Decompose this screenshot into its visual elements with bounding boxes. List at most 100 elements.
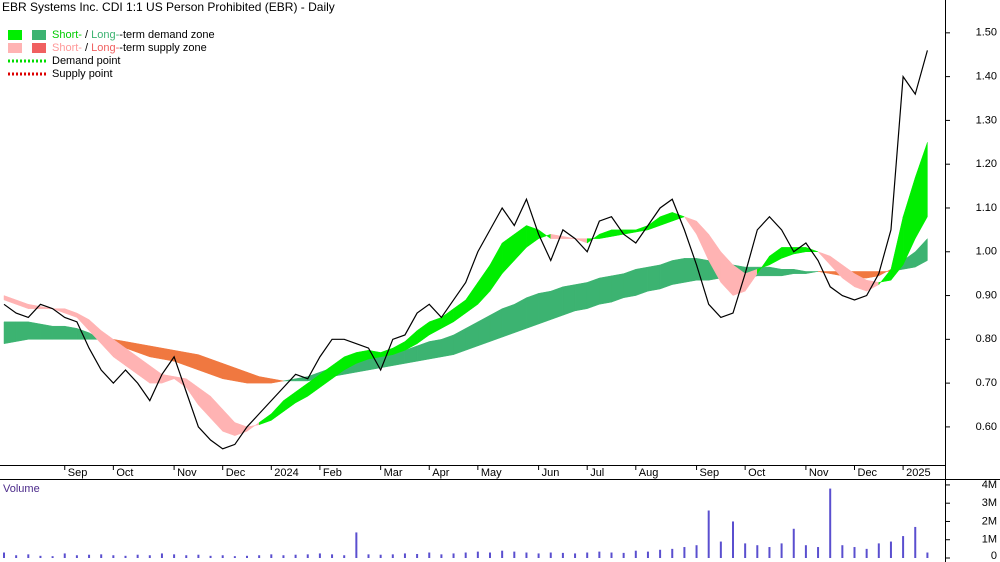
zone-segment [647, 264, 661, 292]
volume-bar [671, 548, 674, 558]
volume-bar [476, 551, 479, 558]
volume-bar [233, 556, 236, 558]
volume-bar [270, 554, 273, 558]
volume-bar [914, 526, 917, 558]
volume-bar [792, 528, 795, 558]
volume-bar [100, 554, 103, 558]
legend: Short- / Long--term demand zone Short- /… [8, 29, 215, 80]
volume-bar [173, 554, 176, 558]
zone-segment [15, 321, 29, 342]
volume-bar [148, 555, 151, 558]
zone-segment [562, 236, 576, 239]
volume-bar [15, 555, 18, 558]
legend-entry: Supply point [52, 68, 113, 80]
volume-bar [209, 555, 212, 558]
volume-bar [124, 555, 127, 558]
x-tick-label: Mar [384, 467, 403, 479]
y-tick-label: 1.50 [976, 27, 997, 39]
y-tick-label: 1.20 [976, 158, 997, 170]
legend-swatch [8, 30, 22, 40]
volume-bar [75, 555, 78, 558]
volume-bar [221, 555, 224, 558]
volume-bar [501, 550, 504, 558]
volume-bar [343, 555, 346, 558]
volume-bar [780, 543, 783, 558]
volume-bar [63, 553, 66, 558]
volume-tick-label: 0 [991, 550, 997, 562]
x-tick-label: Nov [177, 467, 197, 479]
volume-bar [634, 550, 637, 558]
y-tick-label: 1.10 [976, 202, 997, 214]
x-tick-label: Feb [323, 467, 342, 479]
zone-segment [586, 277, 600, 310]
volume-bar [355, 532, 358, 558]
volume-bar [646, 551, 649, 558]
volume-bar [756, 545, 759, 558]
volume-bar [88, 554, 91, 558]
legend-entry: Demand point [52, 55, 121, 67]
y-tick-label: 0.60 [976, 421, 997, 433]
legend-entry: Short- / Long--term supply zone [52, 42, 207, 54]
volume-bar [318, 553, 321, 558]
x-tick-label: Oct [116, 467, 133, 479]
volume-bar [246, 555, 248, 558]
legend-swatch [32, 43, 46, 53]
volume-bar [294, 554, 297, 558]
volume-bar [719, 541, 722, 558]
zone-segment [635, 266, 649, 296]
zone-segment [599, 275, 612, 305]
chart-title: EBR Systems Inc. CDI 1:1 US Person Prohi… [2, 0, 335, 14]
x-tick-label: Aug [639, 467, 659, 479]
volume-bar [331, 554, 334, 558]
zone-segment [805, 271, 819, 274]
zone-segment [550, 286, 564, 320]
volume-bar [586, 552, 589, 558]
volume-bar [197, 554, 200, 558]
volume-title: Volume [3, 483, 40, 495]
volume-bar [367, 554, 370, 558]
zone-segment [659, 260, 673, 290]
y-tick-label: 1.00 [976, 246, 997, 258]
volume-bar [744, 543, 747, 558]
volume-bar [768, 547, 771, 558]
volume-bar [561, 552, 564, 558]
zone-segment [562, 284, 576, 316]
volume-bar [926, 552, 929, 558]
y-tick-label: 1.30 [976, 114, 997, 126]
x-tick-label: Jun [542, 467, 560, 479]
volume-bar [889, 541, 892, 558]
volume-bar [549, 552, 552, 558]
volume-bar [416, 553, 419, 558]
x-tick-label: May [481, 467, 502, 479]
volume-bar [185, 555, 188, 558]
volume-bar [379, 554, 382, 558]
volume-tick-label: 2M [982, 515, 997, 527]
zone-segment [3, 321, 17, 345]
legend-swatch [32, 30, 46, 40]
volume-bar [428, 552, 431, 558]
volume-bar [39, 555, 42, 558]
volume-bar [707, 510, 710, 558]
volume-bar [732, 521, 734, 558]
zone-segment [40, 306, 53, 309]
x-tick-label: Sep [68, 467, 88, 479]
price-line [3, 50, 928, 450]
x-tick-label: Nov [809, 467, 829, 479]
volume-bar [829, 488, 832, 558]
y-tick-label: 0.80 [976, 333, 997, 345]
x-tick-label: Oct [748, 467, 765, 479]
volume-bar [112, 555, 115, 558]
x-tick-label: Dec [858, 467, 878, 479]
volume-tick-label: 3M [982, 497, 997, 509]
volume-bar [537, 553, 540, 558]
zone-segment [501, 303, 515, 338]
volume-bar [489, 552, 491, 558]
volume-bar [464, 552, 467, 558]
volume-bar [877, 543, 880, 558]
zone-segment [429, 339, 442, 360]
volume-bar [282, 555, 285, 558]
zone-segment [538, 290, 551, 325]
volume-bar [683, 547, 686, 558]
